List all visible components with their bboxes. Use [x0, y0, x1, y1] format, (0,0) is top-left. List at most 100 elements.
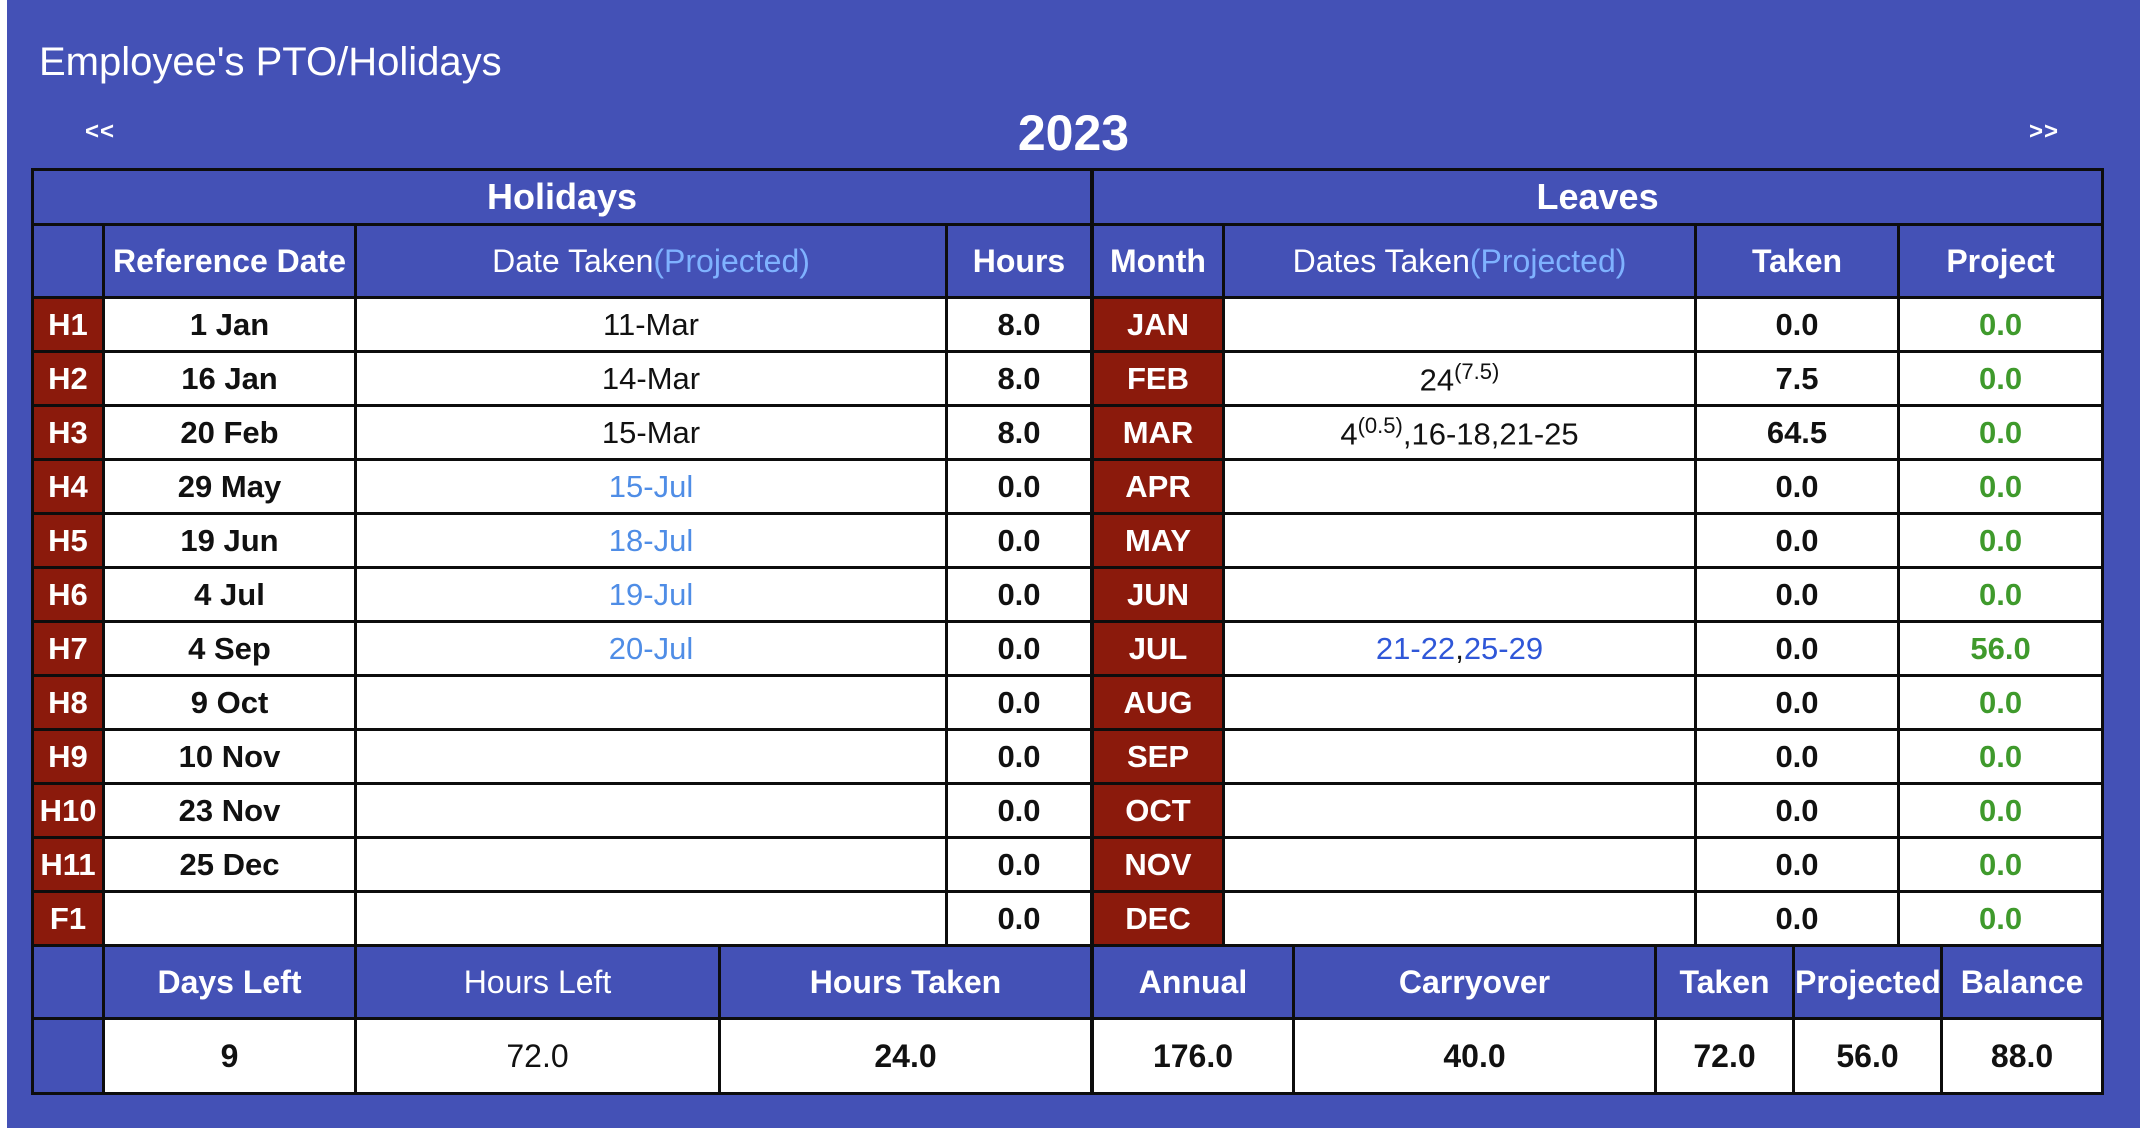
leave-row: SEP 0.0 0.0 — [1091, 728, 2105, 785]
dates-taken — [1222, 674, 1697, 731]
holiday-row: H9 10 Nov 0.0 — [31, 728, 1093, 785]
holiday-tag: H2 — [31, 350, 105, 407]
leave-row: JUN 0.0 0.0 — [1091, 566, 2105, 623]
taken-value: 0.0 — [1694, 296, 1900, 353]
dates-taken — [1222, 728, 1697, 785]
summary-blank — [31, 944, 105, 1020]
holiday-tag: H11 — [31, 836, 105, 893]
date-taken — [354, 728, 948, 785]
dates-taken — [1222, 566, 1697, 623]
page-title: Employee's PTO/Holidays — [39, 40, 502, 84]
holiday-tag: H3 — [31, 404, 105, 461]
taken-value: 0.0 — [1694, 620, 1900, 677]
carryover-label: Carryover — [1292, 944, 1657, 1020]
hours-value: 0.0 — [945, 458, 1093, 515]
date-taken: 19-Jul — [354, 566, 948, 623]
taken-value: 0.0 — [1694, 728, 1900, 785]
leaves-title: Leaves — [1090, 168, 2105, 226]
hours-left-value: 72.0 — [354, 1017, 721, 1095]
project-value: 0.0 — [1896, 566, 2105, 623]
project-value: 56.0 — [1896, 620, 2105, 677]
holiday-row: F1 0.0 — [31, 890, 1093, 947]
holiday-tag: H5 — [31, 512, 105, 569]
taken-value: 0.0 — [1694, 458, 1900, 515]
holidays-title: Holidays — [31, 168, 1093, 226]
hours-taken-value: 24.0 — [718, 1017, 1093, 1095]
holiday-row: H3 20 Feb 15-Mar 8.0 — [31, 404, 1093, 461]
reference-date: 4 Sep — [102, 620, 357, 677]
hours-header: Hours — [945, 223, 1093, 299]
prev-year-button[interactable]: << — [85, 118, 116, 145]
holiday-tag: H7 — [31, 620, 105, 677]
hours-value: 0.0 — [945, 620, 1093, 677]
month-label: JUL — [1091, 620, 1225, 677]
project-value: 0.0 — [1896, 782, 2105, 839]
holiday-row: H5 19 Jun 18-Jul 0.0 — [31, 512, 1093, 569]
reference-date — [102, 890, 357, 947]
dates-taken — [1222, 296, 1697, 353]
hours-value: 0.0 — [945, 512, 1093, 569]
project-value: 0.0 — [1896, 836, 2105, 893]
month-label: AUG — [1091, 674, 1225, 731]
reference-date: 4 Jul — [102, 566, 357, 623]
dates-text: 24 — [1419, 362, 1455, 398]
annual-label: Annual — [1091, 944, 1295, 1020]
projected-value: 56.0 — [1792, 1017, 1943, 1095]
projected-dates: 21-22 — [1375, 630, 1456, 666]
leave-row: APR 0.0 0.0 — [1091, 458, 2105, 515]
reference-date: 1 Jan — [102, 296, 357, 353]
carryover-value: 40.0 — [1292, 1017, 1657, 1095]
project-value: 0.0 — [1896, 350, 2105, 407]
date-taken — [354, 836, 948, 893]
date-taken — [354, 674, 948, 731]
hours-value: 0.0 — [945, 782, 1093, 839]
date-taken: 14-Mar — [354, 350, 948, 407]
project-value: 0.0 — [1896, 458, 2105, 515]
reference-date: 16 Jan — [102, 350, 357, 407]
date-taken — [354, 782, 948, 839]
holiday-tag: F1 — [31, 890, 105, 947]
next-year-button[interactable]: >> — [2029, 118, 2060, 145]
hours-value: 8.0 — [945, 404, 1093, 461]
dates-taken — [1222, 782, 1697, 839]
taken-value: 0.0 — [1694, 674, 1900, 731]
reference-date: 23 Nov — [102, 782, 357, 839]
project-value: 0.0 — [1896, 728, 2105, 785]
taken-value: 0.0 — [1694, 890, 1900, 947]
dates-taken — [1222, 458, 1697, 515]
holiday-row: H8 9 Oct 0.0 — [31, 674, 1093, 731]
hours-value: 8.0 — [945, 296, 1093, 353]
reference-date: 19 Jun — [102, 512, 357, 569]
hours-value: 8.0 — [945, 350, 1093, 407]
date-taken: 15-Jul — [354, 458, 948, 515]
holiday-row: H1 1 Jan 11-Mar 8.0 — [31, 296, 1093, 353]
month-label: MAY — [1091, 512, 1225, 569]
leaves-table: Leaves Month Dates Taken(Projected) Take… — [1090, 168, 2105, 1095]
hours-taken-label: Hours Taken — [718, 944, 1093, 1020]
holiday-tag: H1 — [31, 296, 105, 353]
month-label: FEB — [1091, 350, 1225, 407]
dates-taken: 21-22,25-29 — [1222, 620, 1697, 677]
month-header: Month — [1091, 223, 1225, 299]
date-taken — [354, 890, 948, 947]
taken-value: 64.5 — [1694, 404, 1900, 461]
reference-date: 29 May — [102, 458, 357, 515]
balance-label: Balance — [1939, 944, 2105, 1020]
projected-label: Projected — [1792, 944, 1943, 1020]
leave-row: JAN 0.0 0.0 — [1091, 296, 2105, 353]
holidays-table: Holidays Reference Date Date Taken(Proje… — [31, 168, 1093, 1095]
taken-value: 0.0 — [1694, 836, 1900, 893]
leave-row: NOV 0.0 0.0 — [1091, 836, 2105, 893]
reference-date: 10 Nov — [102, 728, 357, 785]
holiday-row: H11 25 Dec 0.0 — [31, 836, 1093, 893]
project-value: 0.0 — [1896, 890, 2105, 947]
taken-value: 0.0 — [1694, 782, 1900, 839]
leave-row: AUG 0.0 0.0 — [1091, 674, 2105, 731]
project-value: 0.0 — [1896, 512, 2105, 569]
dates-taken — [1222, 890, 1697, 947]
dates-text: ,16-18,21-25 — [1402, 416, 1579, 452]
project-value: 0.0 — [1896, 296, 2105, 353]
partial-hours: (7.5) — [1454, 358, 1500, 384]
month-label: APR — [1091, 458, 1225, 515]
hours-value: 0.0 — [945, 836, 1093, 893]
